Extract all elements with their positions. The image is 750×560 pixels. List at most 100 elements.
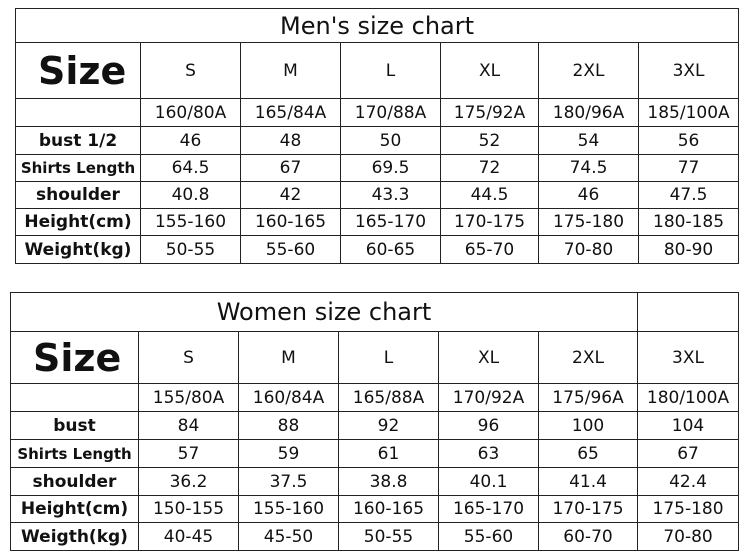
cell-value: 100 [537, 411, 639, 440]
cell-value: 36.2 [138, 467, 239, 496]
cell-value: 67 [637, 439, 740, 468]
cell-value: 40.8 [140, 181, 241, 209]
women-size-table: Women size chart Size S M L XL 2XL 3XL 155/80A 16… [9, 292, 740, 551]
cell-value: 61 [338, 439, 439, 468]
row-label: shoulder [15, 181, 141, 209]
size-header: 2XL [538, 42, 639, 99]
row-label: Shirts Length [10, 439, 139, 468]
cell-value: 65-70 [440, 235, 539, 264]
size-header: L [338, 331, 439, 384]
cell-value: 55-60 [240, 235, 341, 264]
row-label: Height(cm) [10, 495, 139, 523]
cell-value: 155-160 [238, 495, 339, 523]
table-row: 160/80A 165/84A 170/88A 175/92A 180/96A 185/1… [15, 98, 740, 127]
table-row: Size S M L XL 2XL 3XL [10, 331, 740, 384]
row-label: Shirts Length [15, 154, 141, 182]
cell-value: 55-60 [438, 522, 539, 551]
cell-value: 46 [140, 126, 241, 155]
cell-value: 72 [440, 154, 539, 182]
row-label: Weight(kg) [15, 235, 141, 264]
table-row: Height(cm) 150-155 155-160 160-165 165-170 17… [10, 495, 740, 523]
row-label: bust 1/2 [15, 126, 141, 155]
table-row: bust 1/2 46 48 50 52 54 56 [15, 126, 740, 155]
size-header: XL [440, 42, 539, 99]
cell-value: 43.3 [340, 181, 441, 209]
cell-value: 64.5 [140, 154, 241, 182]
row-label: bust [10, 411, 139, 440]
cell-value: 60-65 [340, 235, 441, 264]
table-row: Women size chart [9, 292, 740, 332]
cell-value: 57 [138, 439, 239, 468]
cell-value: 160-165 [240, 208, 341, 236]
empty-cell [10, 383, 139, 412]
size-code: 165/84A [240, 98, 341, 127]
table-row: Men's size chart [14, 8, 740, 43]
cell-value: 50-55 [338, 522, 439, 551]
size-code: 180/100A [637, 383, 740, 412]
cell-value: 170-175 [537, 495, 639, 523]
cell-value: 59 [238, 439, 339, 468]
size-label: Size [10, 331, 139, 384]
table-row: Size S M L XL 2XL 3XL [15, 42, 740, 99]
size-header: 3XL [637, 331, 740, 384]
cell-value: 165-170 [340, 208, 441, 236]
table-row: Weigth(kg) 40-45 45-50 50-55 55-60 60-70 70-80 [10, 522, 740, 551]
cell-value: 175-180 [538, 208, 639, 236]
cell-value: 40-45 [138, 522, 239, 551]
cell-value: 67 [240, 154, 341, 182]
size-code: 170/88A [340, 98, 441, 127]
size-header: XL [438, 331, 539, 384]
empty-cell [637, 292, 740, 332]
cell-value: 48 [240, 126, 341, 155]
cell-value: 37.5 [238, 467, 339, 496]
size-code: 155/80A [138, 383, 239, 412]
cell-value: 74.5 [538, 154, 639, 182]
empty-cell [15, 98, 141, 127]
cell-value: 46 [538, 181, 639, 209]
table-row: Weight(kg) 50-55 55-60 60-65 65-70 70-80 80-90 [15, 235, 740, 264]
cell-value: 84 [138, 411, 239, 440]
table-row: shoulder 40.8 42 43.3 44.5 46 47.5 [15, 181, 740, 209]
size-header: M [238, 331, 339, 384]
table-title: Women size chart [9, 292, 639, 332]
table-title: Men's size chart [14, 8, 740, 43]
cell-value: 54 [538, 126, 639, 155]
size-header: L [340, 42, 441, 99]
size-code: 175/92A [440, 98, 539, 127]
row-label: shoulder [10, 467, 139, 496]
cell-value: 52 [440, 126, 539, 155]
cell-value: 47.5 [637, 181, 740, 209]
table-row: Height(cm) 155-160 160-165 165-170 170-175 17… [15, 208, 740, 236]
cell-value: 170-175 [440, 208, 539, 236]
cell-value: 104 [637, 411, 740, 440]
size-code: 160/84A [238, 383, 339, 412]
table-row: 155/80A 160/84A 165/88A 170/92A 175/96A 180/1… [10, 383, 740, 412]
size-label: Size [15, 42, 141, 99]
cell-value: 160-165 [338, 495, 439, 523]
cell-value: 50-55 [140, 235, 241, 264]
cell-value: 42.4 [637, 467, 740, 496]
cell-value: 155-160 [140, 208, 241, 236]
cell-value: 42 [240, 181, 341, 209]
size-code: 160/80A [140, 98, 241, 127]
cell-value: 88 [238, 411, 339, 440]
cell-value: 77 [637, 154, 740, 182]
cell-value: 44.5 [440, 181, 539, 209]
cell-value: 45-50 [238, 522, 339, 551]
cell-value: 69.5 [340, 154, 441, 182]
table-row: Shirts Length 64.5 67 69.5 72 74.5 77 [15, 154, 740, 182]
size-code: 185/100A [637, 98, 740, 127]
cell-value: 80-90 [637, 235, 740, 264]
size-code: 175/96A [537, 383, 639, 412]
table-row: bust 84 88 92 96 100 104 [10, 411, 740, 440]
cell-value: 63 [438, 439, 539, 468]
cell-value: 180-185 [637, 208, 740, 236]
cell-value: 150-155 [138, 495, 239, 523]
size-header: S [138, 331, 239, 384]
cell-value: 175-180 [637, 495, 740, 523]
cell-value: 65 [537, 439, 639, 468]
cell-value: 92 [338, 411, 439, 440]
cell-value: 41.4 [537, 467, 639, 496]
row-label: Weigth(kg) [10, 522, 139, 551]
